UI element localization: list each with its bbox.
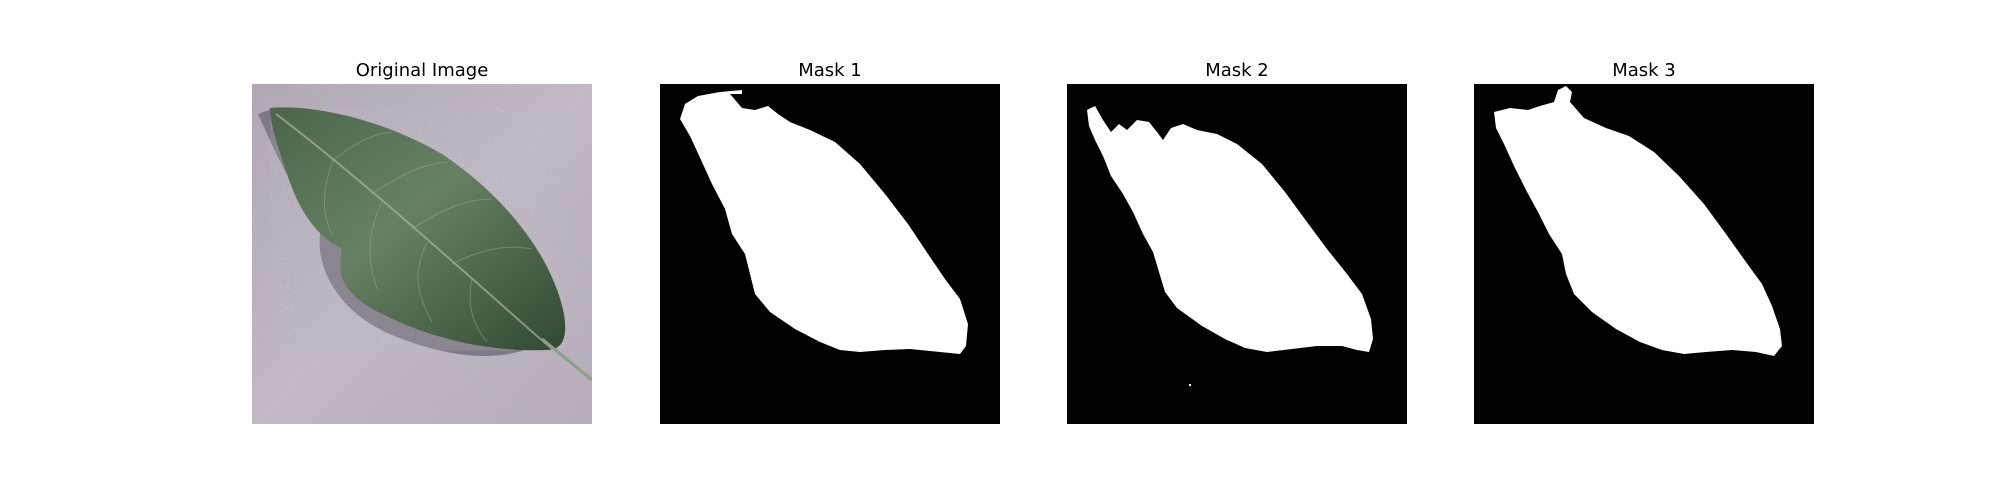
mask-3-image (1474, 84, 1814, 424)
panel-title: Mask 1 (798, 60, 862, 81)
leaf-photo (252, 84, 592, 424)
panel-title: Mask 3 (1612, 60, 1676, 81)
panel-mask-3: Mask 3 (1474, 58, 1814, 424)
panel-mask-1: Mask 1 (660, 58, 1000, 424)
panel-original-image: Original Image (252, 58, 592, 424)
mask-region (1494, 86, 1782, 356)
panel-mask-2: Mask 2 (1067, 58, 1407, 424)
leaf-veins (324, 131, 533, 343)
mask-2-image (1067, 84, 1407, 424)
panel-title: Original Image (355, 60, 489, 81)
mask-1-image (660, 84, 1000, 424)
mask-speck (1189, 384, 1191, 386)
mask-region (1087, 106, 1373, 352)
mask-region (680, 90, 968, 354)
panel-title: Mask 2 (1205, 60, 1269, 81)
leaf-stem (541, 337, 592, 382)
